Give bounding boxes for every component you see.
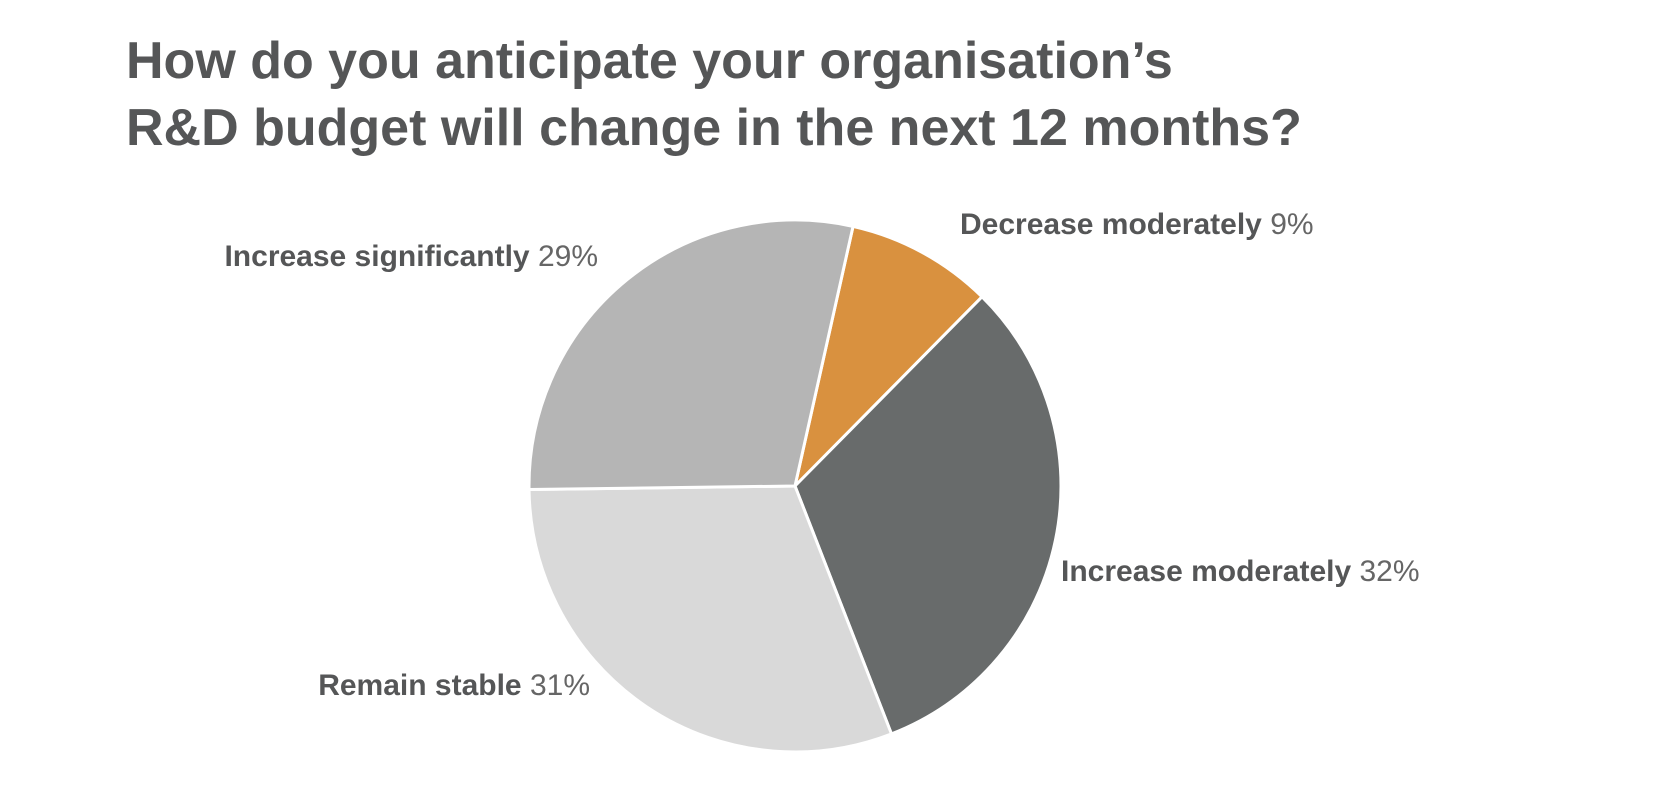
chart-title-line: R&D budget will change in the next 12 mo… — [126, 99, 1302, 157]
pie-slice — [793, 295, 1063, 736]
category-name: Increase significantly — [224, 240, 529, 273]
pie — [527, 218, 1063, 754]
category-name: Decrease moderately — [960, 208, 1262, 241]
slice-label: Remain stable 31% — [318, 669, 590, 702]
slice-label: Increase moderately 32% — [1061, 555, 1420, 588]
pie-slice — [793, 224, 984, 488]
pie-slice — [527, 218, 855, 492]
value-label: 32% — [1360, 555, 1420, 588]
slice-label: Decrease moderately 9% — [960, 208, 1314, 241]
slice-label: Increase significantly 29% — [224, 240, 598, 273]
value-label: 9% — [1270, 208, 1313, 241]
labels: Decrease moderately 9% Increase moderatel… — [224, 208, 1419, 702]
category-name: Remain stable — [318, 669, 521, 702]
chart-title-line: How do you anticipate your organisation’… — [126, 32, 1173, 90]
value-label: 29% — [538, 240, 598, 273]
category-name: Increase moderately — [1061, 555, 1351, 588]
pie-slice — [527, 484, 893, 754]
value-label: 31% — [530, 669, 590, 702]
